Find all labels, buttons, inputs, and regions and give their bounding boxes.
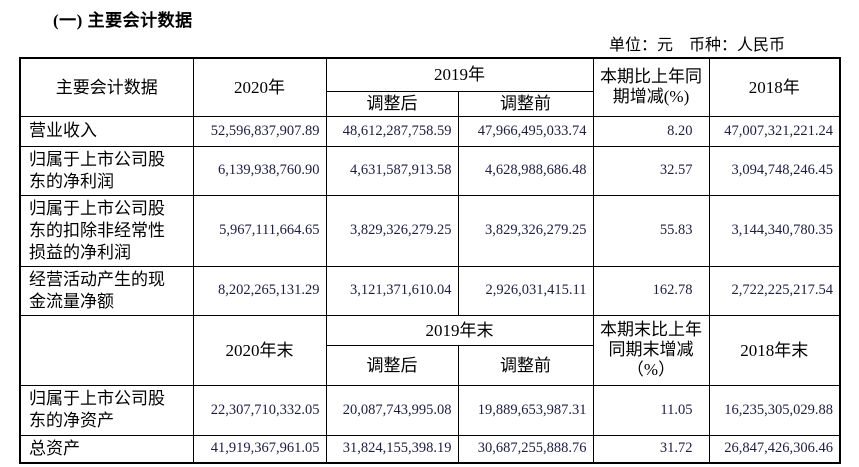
row-label-total-assets: 总资产 xyxy=(19,434,194,463)
unit-currency-note: 单位：元 币种：人民币 xyxy=(608,37,785,54)
operating-cash-flow-2020: 8,202,265,131.29 xyxy=(192,265,327,316)
row-label-net-profit: 归属于上市公司股东的净利润 xyxy=(19,145,194,196)
net-assets-2019-after: 20,087,743,995.08 xyxy=(325,384,459,436)
operating-cash-flow-2019-after: 3,121,371,610.04 xyxy=(325,265,459,316)
net-assets-change: 11.05 xyxy=(592,384,710,436)
table-row-deducted-net-profit: 归属于上市公司股东的扣除非经常性损益的净利润 5,967,111,664.65 … xyxy=(19,194,841,267)
table-row-total-assets: 总资产 41,919,367,961.05 31,824,155,398.19 … xyxy=(19,434,841,463)
row-label-operating-cash-flow: 经营活动产生的现金流量净额 xyxy=(19,265,194,316)
revenue-2020: 52,596,837,907.89 xyxy=(192,115,327,147)
row-label-net-assets: 归属于上市公司股东的净资产 xyxy=(19,384,194,436)
deducted-net-profit-change: 55.83 xyxy=(592,194,710,267)
revenue-2018: 47,007,321,221.24 xyxy=(708,115,841,147)
header-2018-end: 2018年末 xyxy=(708,314,841,386)
header-row-annual: 主要会计数据 2020年 2019年 本期比上年同期增减(%) 2018年 xyxy=(19,57,841,117)
table-row-net-assets: 归属于上市公司股东的净资产 22,307,710,332.05 20,087,7… xyxy=(19,384,841,436)
header-main-label: 主要会计数据 xyxy=(19,57,194,117)
header-row-year-end: 2020年末 2019年末 本期末比上年同期末增减（%） 2018年末 xyxy=(19,314,841,386)
header-adjusted-after: 调整后 xyxy=(325,90,459,117)
header-end-adjusted-after: 调整后 xyxy=(325,344,459,386)
net-profit-2020: 6,139,938,760.90 xyxy=(192,145,327,196)
deducted-net-profit-2019-after: 3,829,326,279.25 xyxy=(325,194,459,267)
header-2020-end: 2020年末 xyxy=(192,314,327,386)
net-assets-2019-before: 19,889,653,987.31 xyxy=(457,384,594,436)
row-label-revenue: 营业收入 xyxy=(19,115,194,147)
header-end-adjusted-before: 调整前 xyxy=(457,344,594,386)
total-assets-2019-after: 31,824,155,398.19 xyxy=(325,434,459,463)
header-yoy-change: 本期比上年同期增减(%) xyxy=(592,57,710,117)
revenue-change: 8.20 xyxy=(592,115,710,147)
section-title: (一) 主要会计数据 xyxy=(53,11,193,30)
net-assets-2020: 22,307,710,332.05 xyxy=(192,384,327,436)
total-assets-2018: 26,847,426,306.46 xyxy=(708,434,841,463)
revenue-2019-after: 48,612,287,758.59 xyxy=(325,115,459,147)
table-row-revenue: 营业收入 52,596,837,907.89 48,612,287,758.59… xyxy=(19,115,841,147)
total-assets-2019-before: 30,687,255,888.76 xyxy=(457,434,594,463)
deducted-net-profit-2018: 3,144,340,780.35 xyxy=(708,194,841,267)
total-assets-change: 31.72 xyxy=(592,434,710,463)
deducted-net-profit-2019-before: 3,829,326,279.25 xyxy=(457,194,594,267)
deducted-net-profit-2020: 5,967,111,664.65 xyxy=(192,194,327,267)
header-row-year-end-adjustment: 调整后 调整前 xyxy=(20,344,840,386)
net-profit-change: 32.57 xyxy=(592,145,710,196)
header-2019: 2019年 xyxy=(325,57,594,92)
header-empty-cell xyxy=(19,314,194,386)
operating-cash-flow-2019-before: 2,926,031,415.11 xyxy=(457,265,594,316)
total-assets-2020: 41,919,367,961.05 xyxy=(192,434,327,463)
net-profit-2019-before: 4,628,988,686.48 xyxy=(457,145,594,196)
header-2019-end: 2019年末 xyxy=(325,314,594,346)
header-yoy-end-change: 本期末比上年同期末增减（%） xyxy=(592,314,710,386)
header-2020: 2020年 xyxy=(192,57,327,117)
row-label-deducted-net-profit: 归属于上市公司股东的扣除非经常性损益的净利润 xyxy=(19,194,194,267)
operating-cash-flow-change: 162.78 xyxy=(592,265,710,316)
revenue-2019-before: 47,966,495,033.74 xyxy=(457,115,594,147)
table-row-net-profit: 归属于上市公司股东的净利润 6,139,938,760.90 4,631,587… xyxy=(19,145,841,196)
header-2018: 2018年 xyxy=(708,57,841,117)
net-profit-2018: 3,094,748,246.45 xyxy=(708,145,841,196)
operating-cash-flow-2018: 2,722,225,217.54 xyxy=(708,265,841,316)
net-assets-2018: 16,235,305,029.88 xyxy=(708,384,841,436)
table-row-operating-cash-flow: 经营活动产生的现金流量净额 8,202,265,131.29 3,121,371… xyxy=(19,265,841,316)
net-profit-2019-after: 4,631,587,913.58 xyxy=(325,145,459,196)
header-adjusted-before: 调整前 xyxy=(457,90,594,117)
key-accounting-data-table: 主要会计数据 2020年 2019年 本期比上年同期增减(%) 2018年 调整… xyxy=(19,57,841,464)
header-row-adjustment: 调整后 调整前 xyxy=(20,90,840,117)
